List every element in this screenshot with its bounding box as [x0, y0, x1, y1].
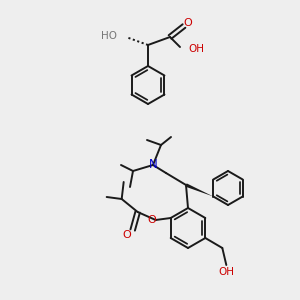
Polygon shape [185, 183, 213, 196]
Text: OH: OH [188, 44, 204, 54]
Text: N: N [148, 158, 158, 172]
Text: HO: HO [101, 31, 117, 41]
Text: OH: OH [218, 267, 234, 277]
Text: O: O [147, 215, 156, 225]
Text: O: O [122, 230, 131, 240]
Text: O: O [184, 18, 192, 28]
